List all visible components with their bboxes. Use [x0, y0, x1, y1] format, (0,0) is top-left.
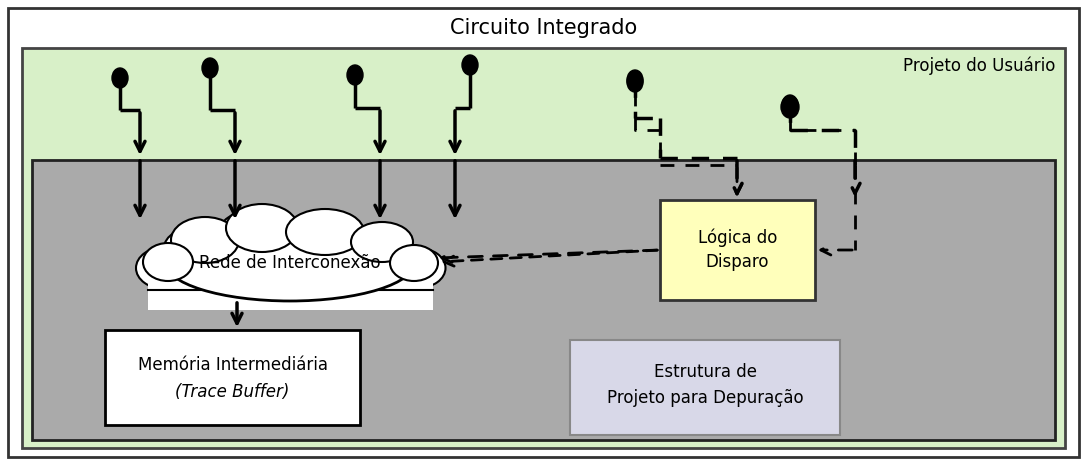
FancyBboxPatch shape	[105, 330, 360, 425]
Text: Rede de Interconexão: Rede de Interconexão	[199, 254, 380, 272]
Text: Disparo: Disparo	[705, 253, 770, 271]
Text: Projeto do Usuário: Projeto do Usuário	[902, 57, 1055, 75]
Ellipse shape	[175, 247, 405, 303]
Ellipse shape	[143, 243, 193, 281]
Ellipse shape	[390, 245, 438, 281]
Ellipse shape	[190, 238, 390, 278]
Ellipse shape	[351, 222, 413, 262]
FancyBboxPatch shape	[32, 160, 1055, 440]
Ellipse shape	[165, 223, 415, 301]
Ellipse shape	[171, 217, 239, 263]
Ellipse shape	[390, 248, 446, 288]
Text: Memória Intermediária: Memória Intermediária	[137, 356, 327, 374]
Text: Projeto para Depuração: Projeto para Depuração	[607, 389, 803, 407]
Ellipse shape	[136, 247, 193, 289]
Ellipse shape	[347, 65, 363, 85]
FancyBboxPatch shape	[22, 48, 1065, 448]
Ellipse shape	[462, 55, 478, 75]
Ellipse shape	[627, 72, 644, 92]
Ellipse shape	[342, 228, 408, 268]
Ellipse shape	[286, 209, 364, 255]
Text: (Trace Buffer): (Trace Buffer)	[175, 383, 290, 401]
Ellipse shape	[164, 226, 236, 270]
Ellipse shape	[780, 96, 799, 118]
Text: Lógica do: Lógica do	[698, 229, 777, 247]
Ellipse shape	[112, 68, 128, 88]
FancyBboxPatch shape	[660, 200, 815, 300]
Ellipse shape	[226, 204, 298, 252]
Text: Circuito Integrado: Circuito Integrado	[450, 18, 637, 38]
Bar	[148, 270, 433, 310]
Ellipse shape	[217, 210, 292, 260]
Ellipse shape	[280, 217, 360, 263]
Text: Estrutura de: Estrutura de	[653, 363, 757, 381]
FancyBboxPatch shape	[8, 8, 1079, 457]
Ellipse shape	[627, 70, 644, 90]
Ellipse shape	[782, 95, 798, 115]
FancyBboxPatch shape	[570, 340, 840, 435]
Ellipse shape	[202, 58, 218, 78]
